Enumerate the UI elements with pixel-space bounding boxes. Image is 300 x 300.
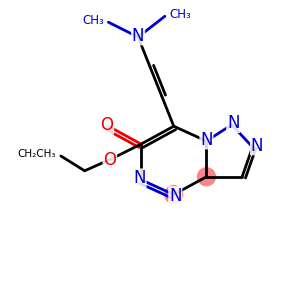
Text: N: N xyxy=(227,114,239,132)
Circle shape xyxy=(198,168,215,186)
Text: CH₃: CH₃ xyxy=(82,14,104,27)
Text: O: O xyxy=(103,152,116,169)
Text: CH₂CH₃: CH₂CH₃ xyxy=(18,149,56,160)
Text: N: N xyxy=(132,27,144,45)
Text: N: N xyxy=(251,136,263,154)
Text: N: N xyxy=(200,130,213,148)
Text: O: O xyxy=(100,116,113,134)
Text: N: N xyxy=(169,187,182,205)
Circle shape xyxy=(165,186,183,203)
Text: N: N xyxy=(133,169,146,187)
Text: CH₃: CH₃ xyxy=(169,8,191,21)
